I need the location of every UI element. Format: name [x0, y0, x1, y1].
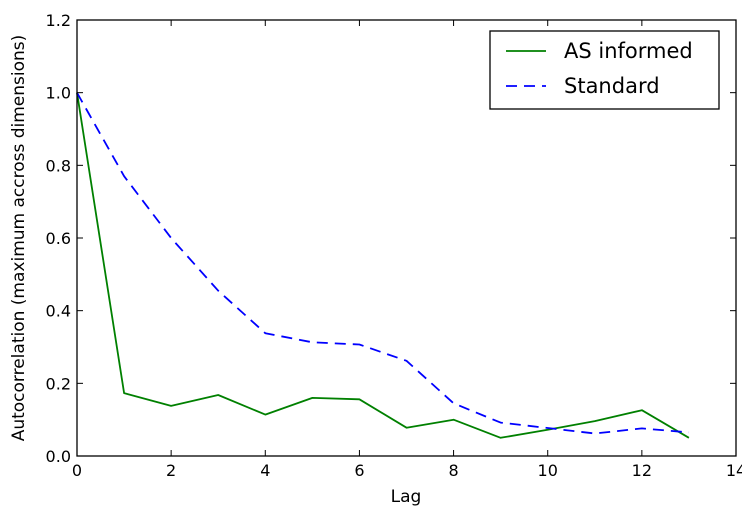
series-line-standard [76, 92, 689, 435]
x-tick-label: 4 [260, 461, 270, 480]
x-axis-label: Lag [391, 487, 422, 507]
legend-label: AS informed [564, 39, 693, 63]
y-tick-label: 0.4 [46, 302, 71, 321]
y-tick-label: 1.0 [46, 84, 71, 103]
series-line-as-informed [76, 92, 690, 439]
y-tick-label: 0.2 [46, 374, 71, 393]
y-tick-label: 0.0 [46, 447, 71, 466]
x-tick-label: 6 [354, 461, 364, 480]
y-tick-label: 0.6 [46, 229, 71, 248]
legend-label: Standard [564, 74, 660, 98]
y-tick-label: 1.2 [46, 11, 71, 30]
ticks-layer: 0 2 4 6 8 10 12 14 0.0 0.2 0.4 0.6 0.8 1.0 1.2 [46, 11, 742, 480]
legend-frame [489, 30, 720, 110]
x-tick-label: 0 [72, 461, 82, 480]
y-axis-label: Autocorrelation (maximum accross dimensi… [9, 35, 29, 442]
series-layer [76, 92, 690, 439]
y-tick-label: 0.8 [46, 156, 71, 175]
x-tick-label: 12 [632, 461, 652, 480]
x-tick-label: 2 [166, 461, 176, 480]
legend: AS informed Standard [489, 30, 720, 110]
x-tick-label: 14 [726, 461, 742, 480]
x-tick-label: 8 [448, 461, 458, 480]
x-tick-label: 10 [538, 461, 558, 480]
